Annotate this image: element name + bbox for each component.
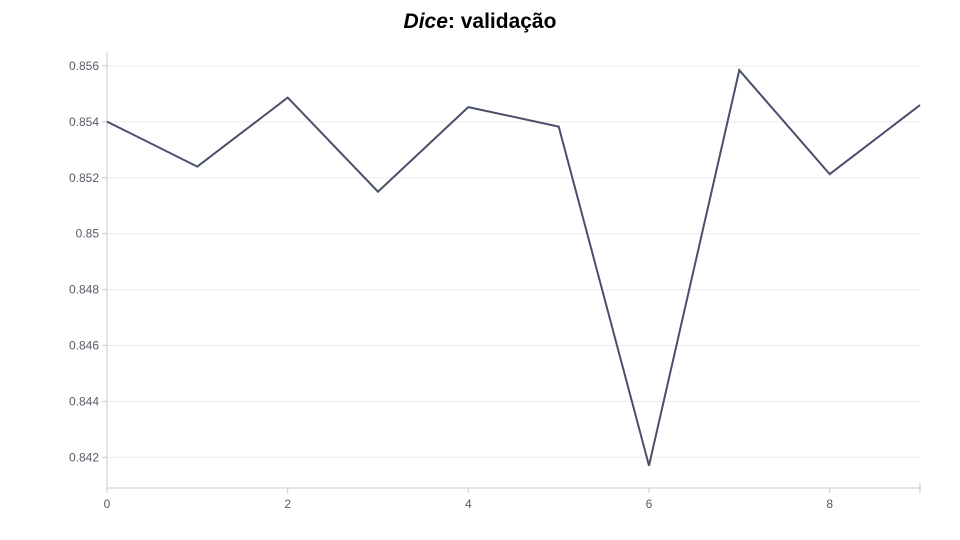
y-tick-label: 0.844	[69, 394, 99, 408]
series-line	[106, 68, 921, 466]
chart-title-emphasis: Dice	[403, 10, 448, 33]
axes	[106, 52, 921, 493]
y-tick-label: 0.85	[76, 227, 100, 241]
y-tick-label: 0.842	[69, 450, 99, 464]
x-tick-label: 0	[104, 497, 111, 511]
y-tick-label: 0.854	[69, 115, 99, 129]
x-axis-ticks: 0 2 4 6 8	[104, 488, 833, 511]
series-layer	[106, 68, 921, 466]
y-tick-label: 0.846	[69, 338, 99, 352]
y-tick-label: 0.852	[69, 171, 99, 185]
x-tick-label: 4	[465, 497, 472, 511]
y-tick-label: 0.848	[69, 283, 99, 297]
chart-title: Dice: validação	[0, 10, 960, 34]
y-axis-ticks: 0.842 0.844 0.846 0.848 0.85 0.852 0.854 0.856	[69, 59, 107, 464]
x-tick-label: 6	[646, 497, 653, 511]
y-tick-label: 0.856	[69, 59, 99, 73]
x-tick-label: 8	[826, 497, 833, 511]
chart-title-rest: : validação	[447, 10, 557, 33]
x-tick-label: 2	[284, 497, 291, 511]
grid-lines	[107, 65, 920, 458]
